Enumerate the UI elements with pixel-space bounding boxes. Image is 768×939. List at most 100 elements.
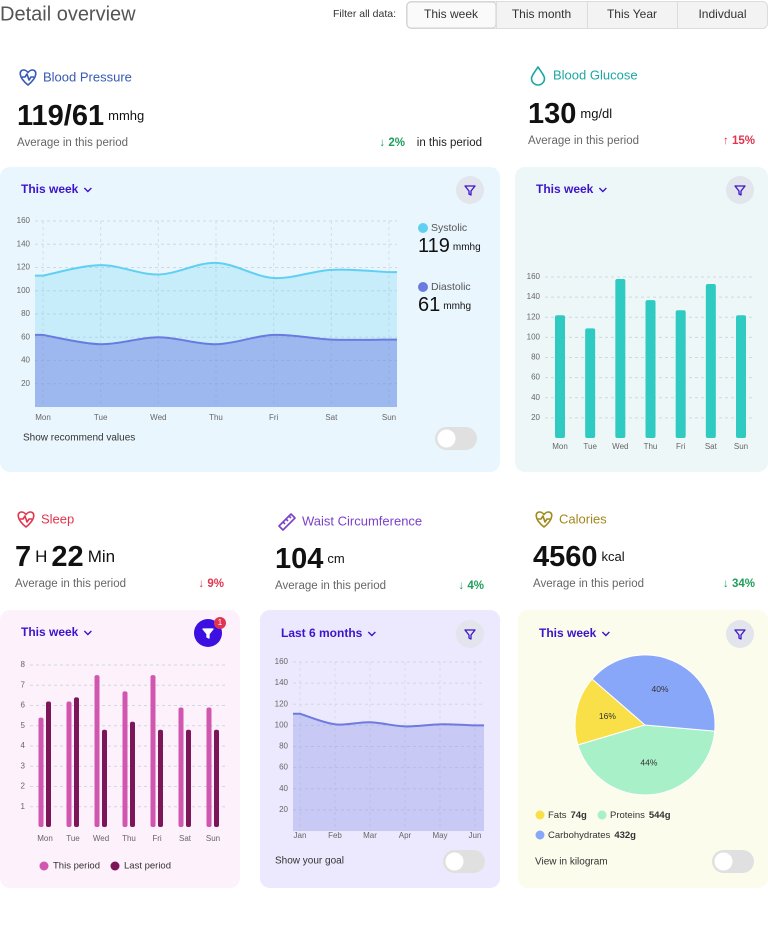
slice-label: 44% [640, 758, 657, 768]
change: ↓ 9% [198, 578, 224, 590]
card-caption: Average in this period [528, 135, 639, 147]
legend-swatch [418, 223, 428, 233]
x-tick-label: Jan [294, 831, 307, 840]
x-tick-label: Wed [93, 834, 109, 843]
pie-slice [577, 724, 716, 796]
y-tick-label: 3 [21, 761, 26, 770]
bar [38, 717, 44, 827]
bar [130, 721, 135, 827]
filter-button[interactable]: This Year [587, 2, 658, 28]
card-title: Blood Pressure [43, 69, 132, 84]
x-tick-label: Sun [734, 442, 748, 451]
toggle[interactable] [712, 850, 754, 873]
y-tick-label: 140 [275, 678, 289, 687]
filter-label: Filter all data: [333, 8, 396, 20]
y-tick-label: 1 [21, 802, 26, 811]
card-value: 7 H 22 Min [15, 541, 115, 573]
x-tick-label: Mon [552, 442, 568, 451]
legend-average: 119 [418, 235, 450, 257]
value-unit: cm [327, 551, 344, 566]
toggle-knob [445, 852, 464, 871]
line [35, 333, 397, 346]
card-title: Waist Circumference [302, 513, 422, 528]
change: ↑ 15% [723, 135, 755, 147]
area [293, 713, 484, 831]
bar [94, 675, 100, 827]
x-tick-label: Apr [399, 831, 412, 840]
x-tick-label: Mon [35, 413, 51, 422]
bar [206, 707, 212, 827]
y-tick-label: 20 [279, 805, 288, 814]
filter-button[interactable] [456, 620, 484, 648]
filter-button[interactable]: Indivdual [677, 2, 747, 28]
period-select[interactable]: Last 6 months [281, 626, 363, 640]
toggle[interactable] [443, 850, 485, 873]
bar [705, 284, 716, 438]
filter-button[interactable]: 1 [194, 617, 226, 647]
chevron [598, 187, 607, 193]
period-select[interactable]: This week [536, 182, 594, 196]
period-select[interactable]: This week [21, 182, 79, 196]
filter-button[interactable] [726, 620, 754, 648]
x-tick-label: Mon [37, 834, 53, 843]
x-tick-label: Jun [469, 831, 482, 840]
badge [214, 617, 226, 629]
x-tick-label: Sun [206, 834, 220, 843]
bar [555, 315, 565, 438]
pie-slice [591, 654, 716, 732]
value-number: 119/61 [17, 100, 104, 132]
y-tick-label: 100 [275, 720, 289, 729]
line [293, 712, 484, 728]
period-select[interactable]: This week [21, 625, 79, 639]
value-unit: Min [88, 547, 115, 566]
bar [186, 729, 191, 827]
card-value: 104 cm [275, 543, 345, 575]
bar [178, 707, 184, 827]
pie-slice [574, 678, 647, 746]
legend-value: 119 mmhg [418, 235, 481, 257]
legend-label: Carbohydrates 432g [548, 830, 636, 841]
value-unit: H [35, 547, 47, 566]
y-tick-label: 60 [21, 332, 30, 341]
y-tick-label: 120 [527, 312, 541, 321]
filter-button[interactable] [726, 176, 754, 204]
filter-button[interactable]: This week [406, 1, 497, 29]
y-tick-label: 60 [531, 373, 540, 382]
y-tick-label: 100 [17, 286, 31, 295]
value-number: 4560 [533, 541, 598, 573]
card-caption: Average in this period [533, 578, 644, 590]
card-icon [278, 513, 296, 531]
bar [615, 279, 626, 438]
bar [74, 697, 79, 827]
y-tick-label: 8 [21, 660, 26, 669]
x-tick-label: Thu [644, 442, 658, 451]
legend-label: Systolic [431, 222, 467, 234]
y-tick-label: 5 [21, 721, 26, 730]
slice-label: 16% [599, 711, 616, 721]
bar [46, 701, 51, 827]
period-select[interactable]: This week [539, 626, 597, 640]
value-unit: kcal [602, 549, 625, 564]
toggle[interactable] [435, 427, 477, 450]
bar [66, 701, 72, 827]
legend-unit: mmhg [443, 301, 471, 312]
x-tick-label: Wed [612, 442, 628, 451]
x-tick-label: Sun [382, 413, 396, 422]
filter-icon [734, 629, 746, 640]
filter-button[interactable]: This month [496, 2, 572, 28]
card-title: Blood Glucose [553, 67, 638, 82]
x-tick-label: Wed [150, 413, 166, 422]
filter-circle [726, 620, 754, 648]
x-tick-label: Tue [66, 834, 80, 843]
legend-swatch [39, 861, 49, 871]
x-tick-label: Tue [583, 442, 597, 451]
legend-label: Proteins 544g [610, 810, 671, 821]
y-tick-label: 80 [279, 742, 288, 751]
legend-label: Last period [124, 861, 171, 872]
y-tick-label: 40 [279, 784, 288, 793]
x-tick-label: Sat [325, 413, 338, 422]
change: ↓ 2% [379, 137, 405, 149]
y-tick-label: 20 [21, 379, 30, 388]
filter-button[interactable] [456, 176, 484, 204]
